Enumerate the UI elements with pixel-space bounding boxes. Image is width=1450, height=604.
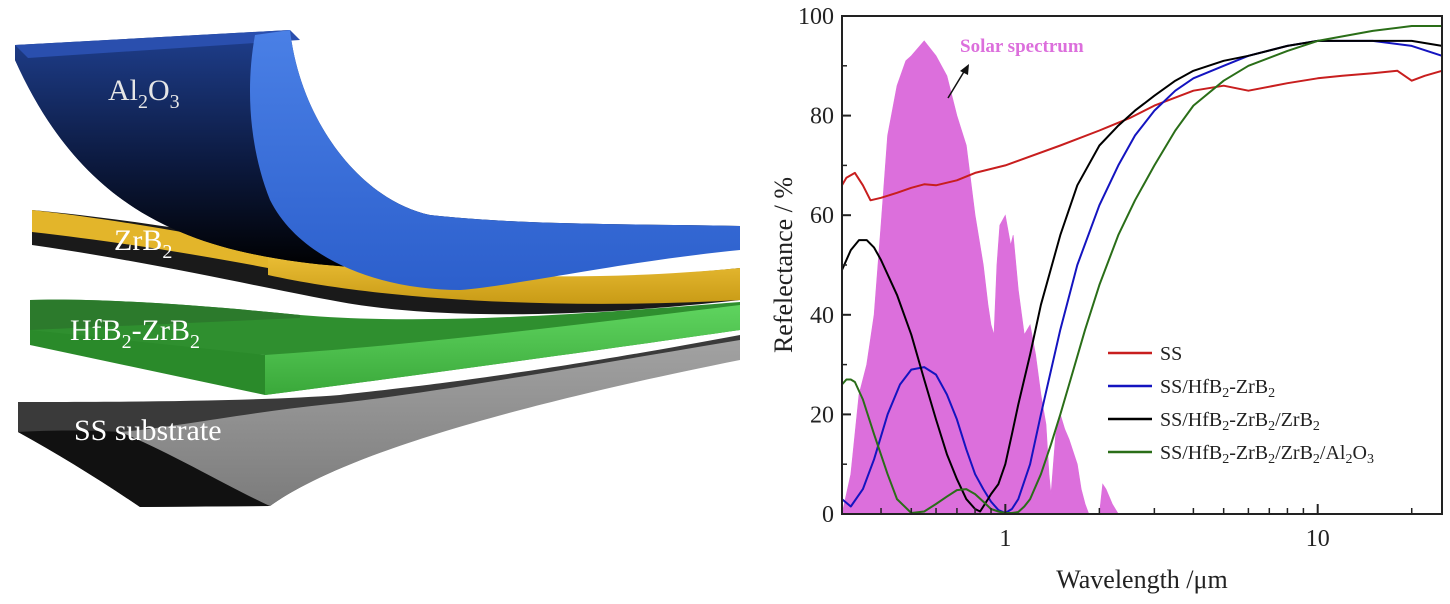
y-tick-label: 0 — [822, 502, 834, 528]
hfb2-zrb2-layer — [30, 299, 740, 395]
x-axis-ticks: 1 10 — [841, 504, 1413, 552]
reflectance-chart-svg: 0 20 40 60 80 100 1 10 Wavelength /μm Refelect… — [769, 4, 1443, 594]
y-tick-label: 60 — [810, 203, 834, 229]
series-line-3 — [841, 25, 1442, 514]
legend-label-0: SS — [1160, 343, 1182, 365]
series-group — [841, 25, 1443, 514]
y-tick-label: 20 — [810, 402, 834, 428]
ss-substrate-layer — [18, 335, 740, 507]
layer-stack-svg: Al2O3 ZrB2 HfB2-ZrB2 SS substrate — [15, 30, 740, 507]
solar-spectrum-arrow — [947, 64, 969, 99]
series-line-2 — [841, 39, 1443, 513]
layer-stack-illustration: Al2O3 ZrB2 HfB2-ZrB2 SS substrate — [15, 30, 740, 507]
x-tick-label: 1 — [999, 526, 1011, 552]
legend-label-1: SS/HfB2-ZrB2 — [1160, 376, 1275, 401]
y-tick-label: 100 — [798, 4, 834, 30]
solar-spectrum-annotation: Solar spectrum — [960, 36, 1084, 57]
al2o3-label: Al2O3 — [108, 74, 180, 113]
y-axis-ticks: 0 20 40 60 80 100 — [798, 4, 851, 528]
x-tick-label: 10 — [1306, 526, 1330, 552]
y-axis-label: Refelectance / % — [769, 177, 798, 353]
arrow-shaft — [947, 69, 966, 99]
y-tick-label: 40 — [810, 303, 834, 329]
y-tick-label: 80 — [810, 104, 834, 130]
ss-substrate-label: SS substrate — [74, 414, 222, 447]
legend-label-3: SS/HfB2-ZrB2/ZrB2/Al2O3 — [1160, 442, 1374, 467]
series-line-1 — [841, 39, 1443, 514]
legend-label-2: SS/HfB2-ZrB2/ZrB2 — [1160, 409, 1320, 434]
al2o3-layer — [15, 30, 740, 290]
arrow-head — [960, 64, 969, 75]
reflectance-chart: 0 20 40 60 80 100 1 10 Wavelength /μm Refelect… — [760, 0, 1450, 599]
hfb2-zrb2-label: HfB2-ZrB2 — [70, 314, 200, 353]
x-axis-label: Wavelength /μm — [1056, 565, 1227, 594]
zrb2-label: ZrB2 — [114, 224, 172, 263]
legend: SS SS/HfB2-ZrB2 SS/HfB2-ZrB2/ZrB2 SS/HfB2-Z… — [1108, 343, 1374, 467]
series-line-0 — [841, 69, 1443, 202]
